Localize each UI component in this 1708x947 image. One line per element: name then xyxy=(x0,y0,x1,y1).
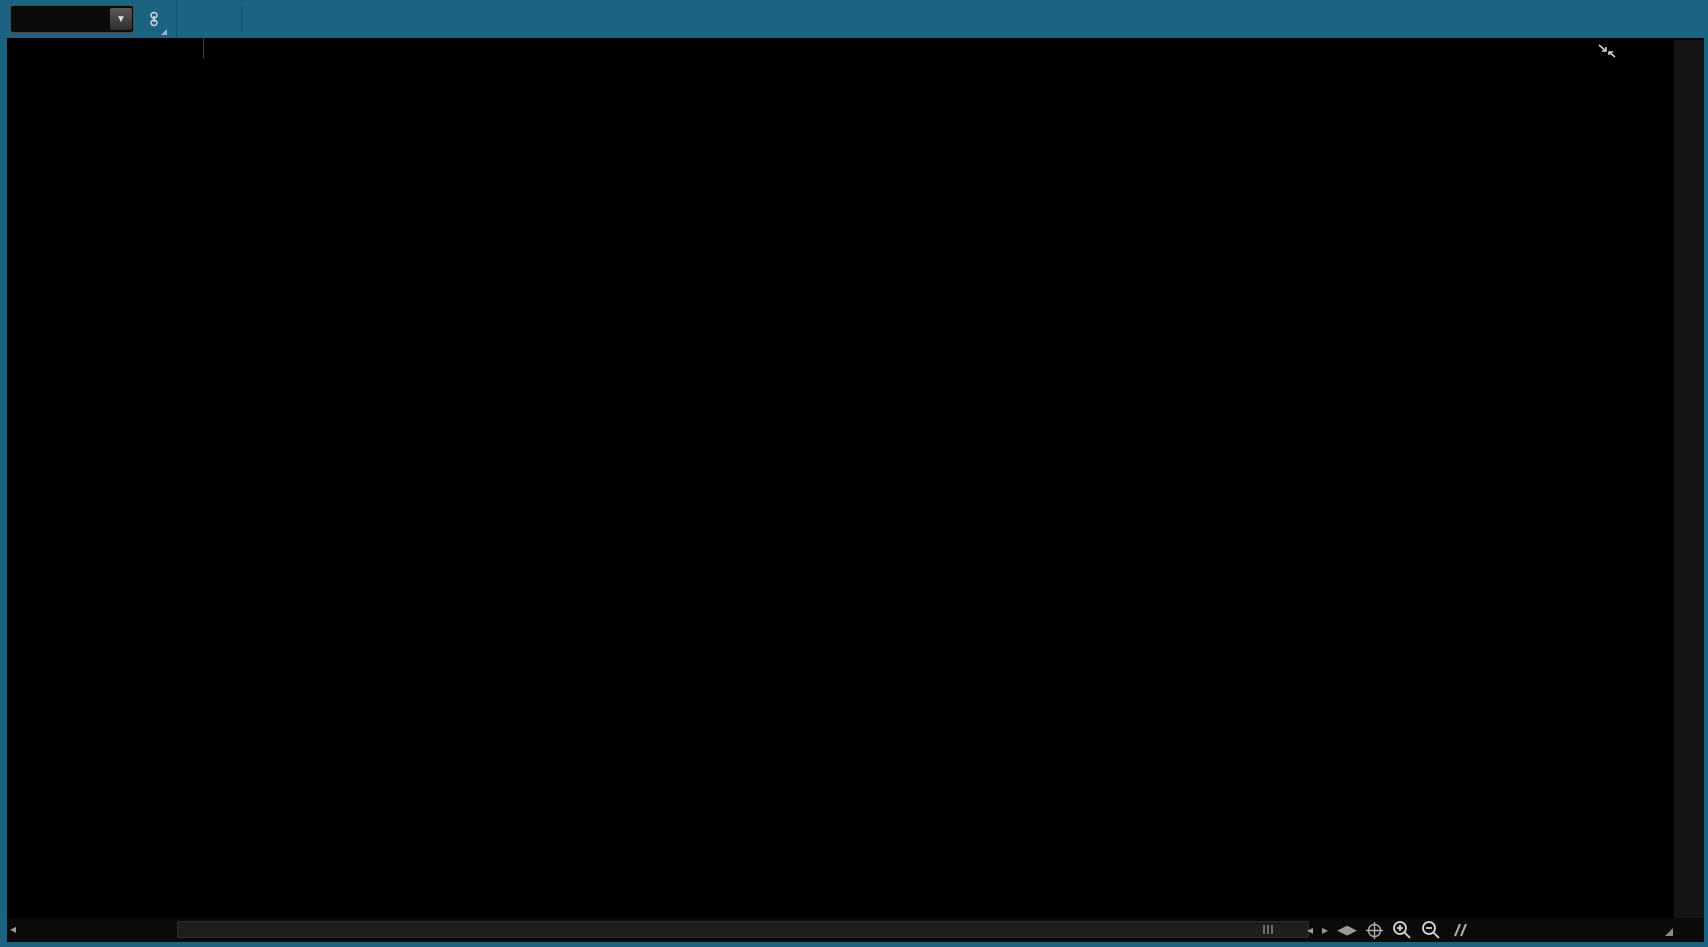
window-frame xyxy=(1704,38,1708,947)
symbol-input[interactable]: ▼ xyxy=(10,5,134,33)
toolbar-divider xyxy=(176,0,177,38)
link-icon xyxy=(150,11,158,27)
zoom-in-icon[interactable] xyxy=(1392,920,1412,940)
chart-scrollbar[interactable] xyxy=(177,921,1309,938)
pan-left-icon[interactable]: ◂ xyxy=(1307,923,1314,937)
pan-right-icon[interactable]: ▸ xyxy=(1322,923,1329,937)
chart-data-header xyxy=(7,38,1674,59)
left-price-axis[interactable] xyxy=(7,59,88,918)
toolbar-divider xyxy=(241,6,242,32)
zoom-out-icon[interactable] xyxy=(1421,920,1441,940)
drawings-shortcut-icon[interactable] xyxy=(1450,922,1468,938)
window-frame xyxy=(0,38,7,947)
right-price-axis[interactable] xyxy=(1590,38,1674,918)
right-tab-strip xyxy=(1674,40,1704,942)
reset-scale-icon xyxy=(1598,44,1616,58)
chart-nav-icons: ◂ ▸ ◀▶ xyxy=(1307,918,1468,942)
time-axis[interactable] xyxy=(7,897,1674,918)
bottom-status-bar: ◂ ◂ ▸ ◀▶ xyxy=(7,918,1704,942)
chart-symbol-timeframe xyxy=(183,38,204,59)
scroll-left-arrow[interactable]: ◂ xyxy=(10,922,17,936)
scrollbar-grip[interactable] xyxy=(1263,925,1281,934)
symbol-dropdown-button[interactable]: ▼ xyxy=(110,8,132,30)
crosshair-icon[interactable] xyxy=(1366,921,1384,939)
auto-scroll-icon[interactable]: ◀▶ xyxy=(1337,922,1358,937)
drawing-set-dropdown-icon[interactable] xyxy=(1665,928,1673,936)
link-channel-button[interactable] xyxy=(138,0,170,38)
reset-scale-button[interactable] xyxy=(1596,42,1618,65)
top-toolbar: ▼ xyxy=(0,0,1708,38)
window-frame xyxy=(0,942,1708,947)
